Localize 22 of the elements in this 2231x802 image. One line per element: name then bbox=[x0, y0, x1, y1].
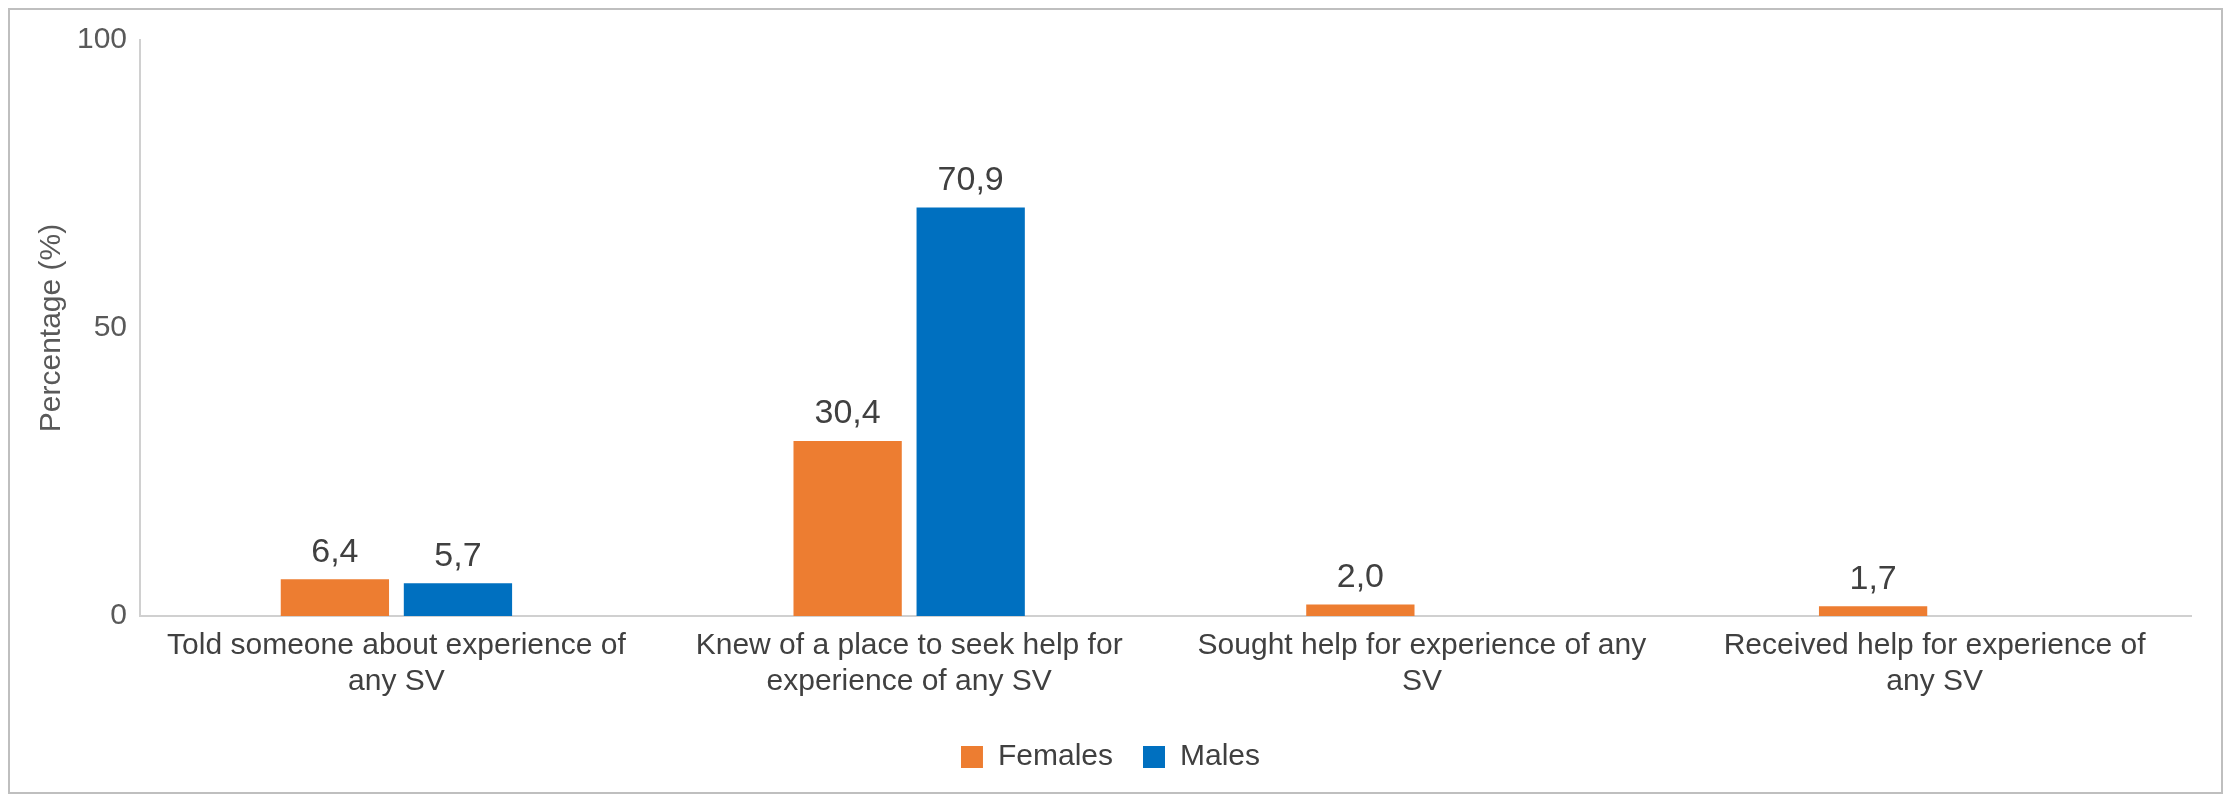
legend-label: Females bbox=[997, 738, 1114, 772]
bar bbox=[403, 583, 513, 616]
data-label: 2,0 bbox=[1336, 555, 1384, 594]
bar bbox=[280, 579, 390, 616]
legend-label: Males bbox=[1180, 738, 1261, 772]
data-label: 6,4 bbox=[311, 530, 359, 569]
data-label: 70,9 bbox=[937, 158, 1004, 197]
data-label: 5,7 bbox=[434, 534, 482, 573]
x-tick-label: Received help for experience of any SV bbox=[1723, 627, 2147, 697]
data-label: 30,4 bbox=[814, 392, 881, 431]
y-tick-label: 0 bbox=[110, 597, 128, 631]
x-tick-label: Sought help for experience of any SV bbox=[1197, 627, 1647, 697]
bar bbox=[793, 440, 902, 616]
bar bbox=[916, 207, 1025, 616]
bar bbox=[1306, 604, 1415, 616]
y-tick-label: 100 bbox=[76, 21, 128, 55]
x-tick-label: Told someone about experience of any SV bbox=[167, 627, 627, 697]
x-tick-label: Knew of a place to seek help for experience of any SV bbox=[695, 627, 1123, 697]
bar bbox=[1818, 606, 1928, 616]
y-tick-label: 50 bbox=[93, 309, 128, 343]
y-axis-title: Percentage (%) bbox=[33, 223, 67, 433]
data-label: 1,7 bbox=[1849, 557, 1897, 596]
